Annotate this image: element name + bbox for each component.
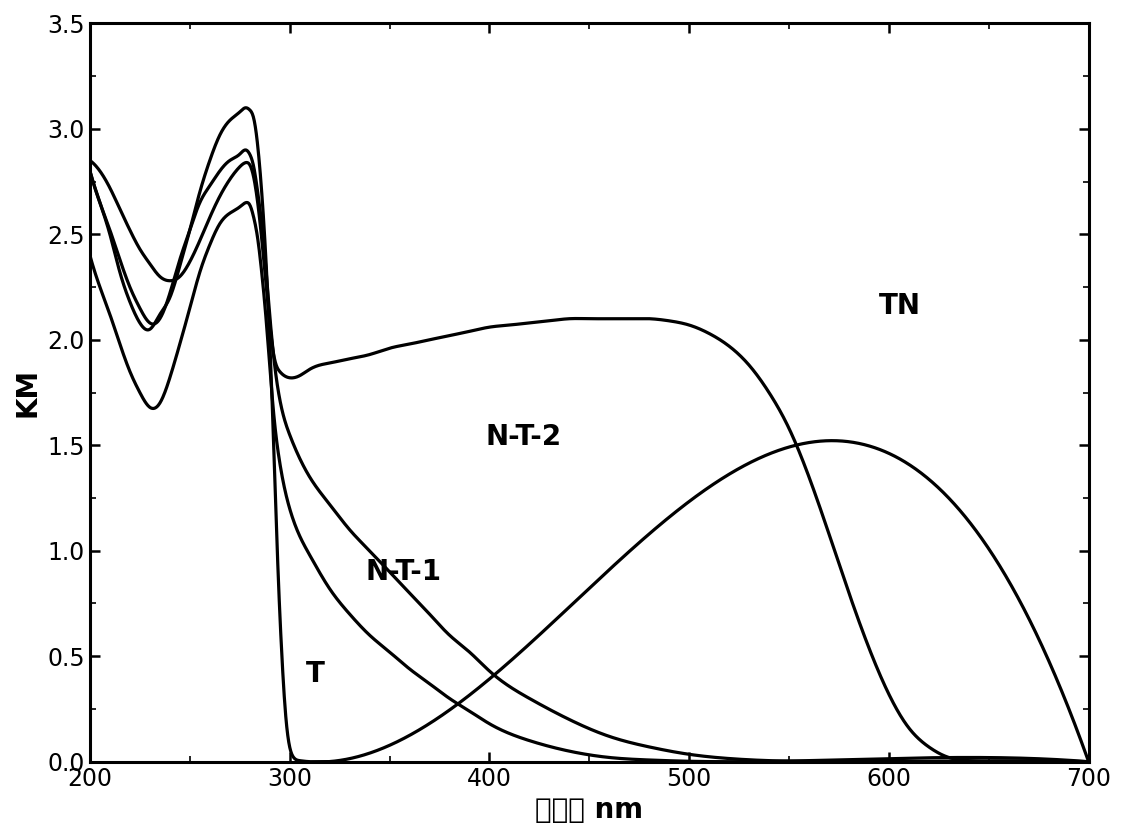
Text: N-T-2: N-T-2 xyxy=(485,423,561,452)
X-axis label: 波长／ nm: 波长／ nm xyxy=(536,796,644,824)
Text: T: T xyxy=(306,660,324,687)
Y-axis label: KM: KM xyxy=(14,368,42,417)
Text: TN: TN xyxy=(879,292,921,320)
Text: N-T-1: N-T-1 xyxy=(366,558,442,587)
